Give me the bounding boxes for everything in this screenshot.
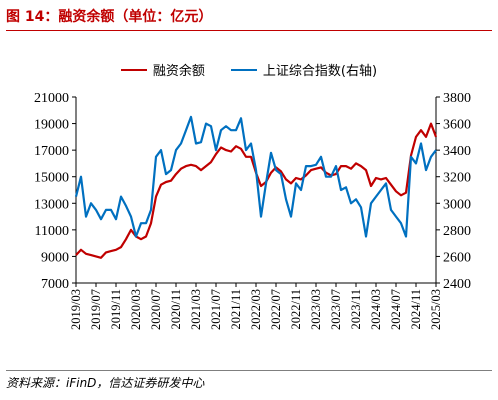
x-tick-label: 2020/03 [129,289,143,330]
x-tick-label: 2022/03 [249,289,263,330]
x-tick-label: 2023/11 [349,289,363,330]
chart-legend: 融资余额 上证综合指数(右轴) [0,60,498,79]
y-left-tick-label: 11000 [35,224,69,239]
x-tick-label: 2024/11 [409,289,423,330]
legend-item-margin-balance: 融资余额 [120,60,205,79]
footer-divider [6,370,492,371]
x-tick-label: 2023/03 [309,289,323,330]
x-tick-label: 2021/03 [189,289,203,330]
line-chart: 7000 9000 11000 13000 15000 17000 19000 21000 24… [34,91,471,330]
series-line-sse-index [74,115,437,238]
y-right-tick-label: 3600 [443,118,471,133]
x-tick-label: 2020/07 [149,289,163,330]
legend-label-margin-balance: 融资余额 [152,64,205,79]
y-right-tick-label: 3200 [443,171,471,186]
y-left-tick-label: 7000 [41,277,69,292]
legend-swatch-margin-balance [120,68,147,71]
y-left-tick-label: 19000 [34,118,69,133]
y-right-tick-label: 2600 [443,250,471,265]
y-left-tick-label: 21000 [34,91,69,106]
y-left-tick-label: 15000 [34,171,69,186]
x-tick-label: 2022/07 [269,289,283,330]
x-tick-label: 2024/03 [369,289,383,330]
x-tick-label: 2025/03 [429,289,443,330]
x-tick-label: 2021/07 [209,289,223,330]
title-divider [6,30,492,31]
y-left-tick-label: 13000 [34,197,69,212]
legend-swatch-sse-index [230,68,257,71]
y-left-tick-label: 17000 [34,144,69,159]
x-tick-label: 2019/03 [69,289,83,330]
source-note: 资料来源：iFinD，信达证券研发中心 [6,376,205,390]
y-right-tick-label: 2400 [443,277,471,292]
x-tick-label: 2019/11 [109,289,123,330]
y-right-tick-label: 3000 [443,197,471,212]
chart-area: 7000 9000 11000 13000 15000 17000 19000 21000 24… [34,91,471,330]
x-tick-label: 2022/11 [289,289,303,330]
y-right-tick-label: 3400 [443,144,471,159]
x-tick-label: 2019/07 [89,289,103,330]
series-line-margin-balance [75,122,438,259]
legend-item-sse-index: 上证综合指数(右轴) [230,60,378,79]
x-tick-label: 2020/11 [169,289,183,330]
y-right-tick-label: 2800 [443,224,471,239]
x-tick-label: 2023/07 [329,289,343,330]
y-left-tick-label: 9000 [41,250,69,265]
x-tick-label: 2021/11 [229,289,243,330]
y-right-tick-label: 3800 [443,91,471,106]
legend-label-sse-index: 上证综合指数(右轴) [262,64,378,79]
x-tick-label: 2024/07 [389,289,403,330]
figure-title: 图 14：融资余额（单位：亿元） [6,9,213,25]
